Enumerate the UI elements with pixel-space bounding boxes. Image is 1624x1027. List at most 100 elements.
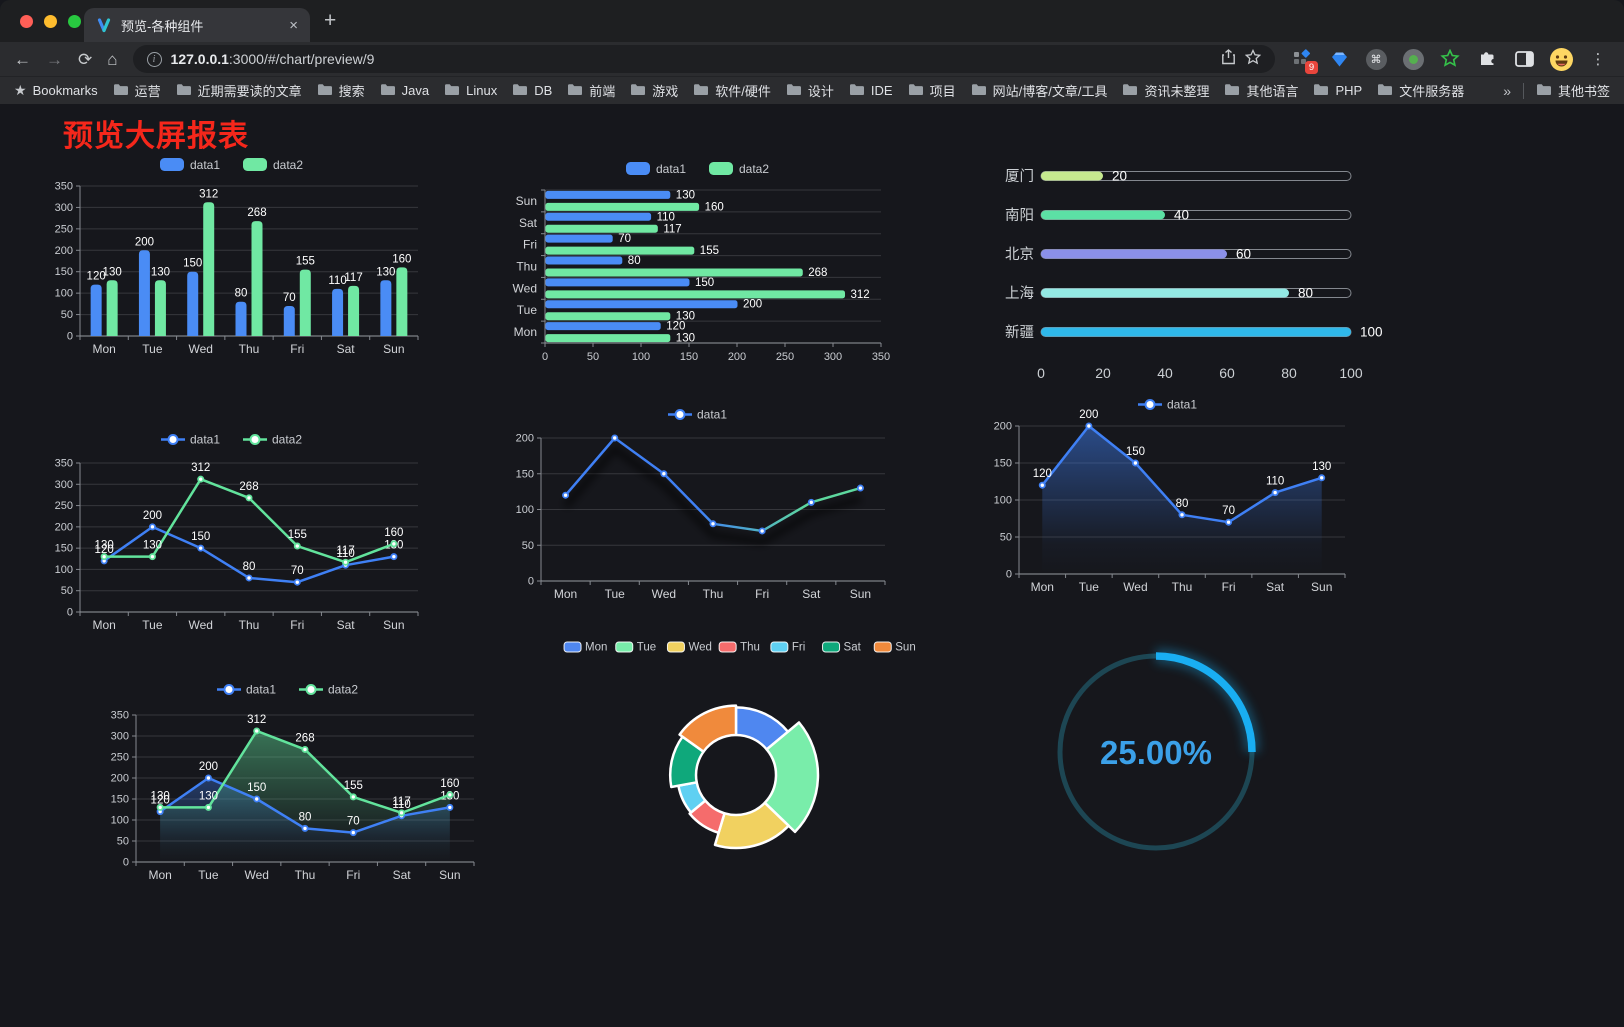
- chart-gradient-line: 0 50 100 150 200 Mon Tue Wed Thu Fri Sat Sun data1: [505, 400, 895, 605]
- svg-text:Wed: Wed: [244, 868, 268, 882]
- url-bar[interactable]: i 127.0.0.1:3000/#/chart/preview/9: [132, 45, 1275, 73]
- legend-item-data1[interactable]: data1: [160, 158, 220, 172]
- bookmarks-bar: ★ Bookmarks 运营 近期需要读的文章 搜索 Java Linux DB 前端 游戏 软…: [0, 76, 1624, 104]
- new-tab-button[interactable]: +: [324, 9, 337, 32]
- tab-strip: 预览-各种组件 × +: [0, 0, 1624, 42]
- split-window-icon[interactable]: [1512, 47, 1536, 71]
- legend-item-data1[interactable]: data1: [626, 162, 686, 176]
- bookmark-item[interactable]: 网站/博客/文章/工具: [971, 81, 1108, 100]
- legend-item-data2[interactable]: data2: [243, 158, 303, 172]
- bookmark-item[interactable]: 文件服务器: [1377, 81, 1464, 100]
- legend-item-Sat[interactable]: Sat: [822, 641, 862, 654]
- chart-rose-pie: Mon Tue Wed Thu Fri Sat Sun: [545, 635, 935, 890]
- gem-extension-icon[interactable]: [1327, 47, 1351, 71]
- forward-icon[interactable]: →: [46, 49, 63, 69]
- svg-text:130: 130: [676, 311, 695, 323]
- bookmarks-overflow-chevron[interactable]: »: [1503, 82, 1511, 99]
- share-icon[interactable]: [1221, 48, 1236, 70]
- svg-text:312: 312: [851, 289, 870, 301]
- svg-text:Tue: Tue: [142, 342, 163, 356]
- other-bookmarks-item[interactable]: 其他书签: [1536, 81, 1610, 100]
- browser-menu-icon[interactable]: ⋮: [1590, 51, 1606, 68]
- back-icon[interactable]: ←: [14, 49, 31, 69]
- svg-text:130: 130: [151, 266, 170, 278]
- profile-avatar[interactable]: [1549, 47, 1573, 71]
- bookmark-item[interactable]: 近期需要读的文章: [176, 81, 302, 100]
- bookmark-item[interactable]: 前端: [567, 81, 615, 100]
- record-extension-icon[interactable]: [1401, 47, 1425, 71]
- bookmark-item[interactable]: 运营: [113, 81, 161, 100]
- reload-icon[interactable]: ⟳: [78, 49, 93, 69]
- svg-text:350: 350: [872, 351, 890, 363]
- legend-item-Sun[interactable]: Sun: [873, 641, 916, 654]
- bookmark-item[interactable]: PHP: [1313, 83, 1362, 99]
- bookmark-item[interactable]: 项目: [908, 81, 956, 100]
- bookmark-item[interactable]: 其他语言: [1224, 81, 1298, 100]
- legend-item-data1[interactable]: data1: [161, 433, 220, 447]
- svg-text:300: 300: [111, 731, 129, 743]
- rose-sector-Tue[interactable]: [763, 721, 820, 834]
- svg-text:Sun: Sun: [895, 642, 915, 654]
- legend-item-Thu[interactable]: Thu: [718, 641, 760, 654]
- svg-text:Mon: Mon: [554, 587, 577, 601]
- svg-text:20: 20: [1112, 169, 1127, 184]
- bookmark-item[interactable]: 设计: [786, 81, 834, 100]
- area-line-canvas: 0 50 100 150 200 Mon Tue Wed Thu Fri Sat Sun 120 200 1…: [994, 398, 1346, 594]
- extension-icons: 9 ⌘ ⋮: [1290, 47, 1610, 74]
- legend-item-Wed[interactable]: Wed: [666, 641, 712, 654]
- browser-tab[interactable]: 预览-各种组件 ×: [84, 8, 310, 42]
- svg-text:130: 130: [103, 266, 122, 278]
- bookmark-label: PHP: [1335, 83, 1363, 98]
- traffic-lights: [20, 15, 81, 28]
- minimize-window-button[interactable]: [44, 15, 57, 28]
- svg-text:Fri: Fri: [1222, 580, 1236, 594]
- svg-text:110: 110: [336, 548, 354, 560]
- legend-item-data2[interactable]: data2: [243, 433, 302, 447]
- extensions-puzzle-icon[interactable]: [1475, 47, 1499, 71]
- svg-text:100: 100: [516, 504, 534, 516]
- bookmark-item[interactable]: 搜索: [317, 81, 365, 100]
- svg-text:Fri: Fri: [346, 868, 360, 882]
- bookmark-label: Linux: [466, 83, 498, 98]
- rose-sector-Wed[interactable]: [713, 801, 790, 850]
- command-extension-icon[interactable]: ⌘: [1364, 47, 1388, 71]
- legend-item-data2[interactable]: data2: [299, 683, 358, 697]
- site-info-icon[interactable]: i: [146, 51, 162, 67]
- svg-text:data2: data2: [328, 683, 358, 697]
- svg-text:Mon: Mon: [148, 868, 171, 882]
- legend-item-Fri[interactable]: Fri: [770, 641, 805, 654]
- bookmark-folder-list: 运营 近期需要读的文章 搜索 Java Linux DB 前端 游戏 软件/硬件 设计 IDE 项目 网…: [113, 81, 1464, 100]
- pinned-extension-icon[interactable]: 9: [1290, 47, 1318, 74]
- svg-text:300: 300: [55, 479, 73, 491]
- legend-item-data1[interactable]: data1: [668, 408, 727, 422]
- legend-item-data1[interactable]: data1: [1138, 398, 1197, 412]
- close-window-button[interactable]: [20, 15, 33, 28]
- bookmark-item[interactable]: Java: [380, 83, 429, 99]
- bookmarks-manager-item[interactable]: ★ Bookmarks: [14, 82, 98, 99]
- svg-text:Sat: Sat: [337, 342, 356, 356]
- bookmark-item[interactable]: 软件/硬件: [693, 81, 771, 100]
- svg-text:120: 120: [1033, 468, 1052, 480]
- tab-close-icon[interactable]: ×: [289, 16, 298, 34]
- svg-text:Sat: Sat: [844, 642, 862, 654]
- folder-icon: [444, 83, 460, 99]
- green-star-extension-icon[interactable]: [1438, 47, 1462, 71]
- bookmark-star-icon[interactable]: [1244, 48, 1262, 70]
- bookmark-item[interactable]: Linux: [444, 83, 497, 99]
- zoom-window-button[interactable]: [68, 15, 81, 28]
- bookmark-label: 网站/博客/文章/工具: [992, 84, 1108, 99]
- bookmark-item[interactable]: IDE: [849, 83, 893, 99]
- bookmark-item[interactable]: DB: [512, 83, 552, 99]
- url-path: :3000/#/chart/preview/9: [228, 51, 375, 67]
- svg-text:200: 200: [516, 433, 534, 445]
- legend-item-Tue[interactable]: Tue: [615, 641, 656, 654]
- rose-sector-Sun[interactable]: [678, 704, 738, 753]
- bookmark-item[interactable]: 游戏: [630, 81, 678, 100]
- svg-text:130: 130: [1312, 461, 1331, 473]
- legend-item-data2[interactable]: data2: [709, 162, 769, 176]
- legend-item-data1[interactable]: data1: [217, 683, 276, 697]
- home-icon[interactable]: ⌂: [107, 49, 118, 69]
- bookmark-item[interactable]: 资讯未整理: [1122, 81, 1209, 100]
- svg-text:110: 110: [1266, 476, 1284, 488]
- legend-item-Mon[interactable]: Mon: [563, 641, 607, 654]
